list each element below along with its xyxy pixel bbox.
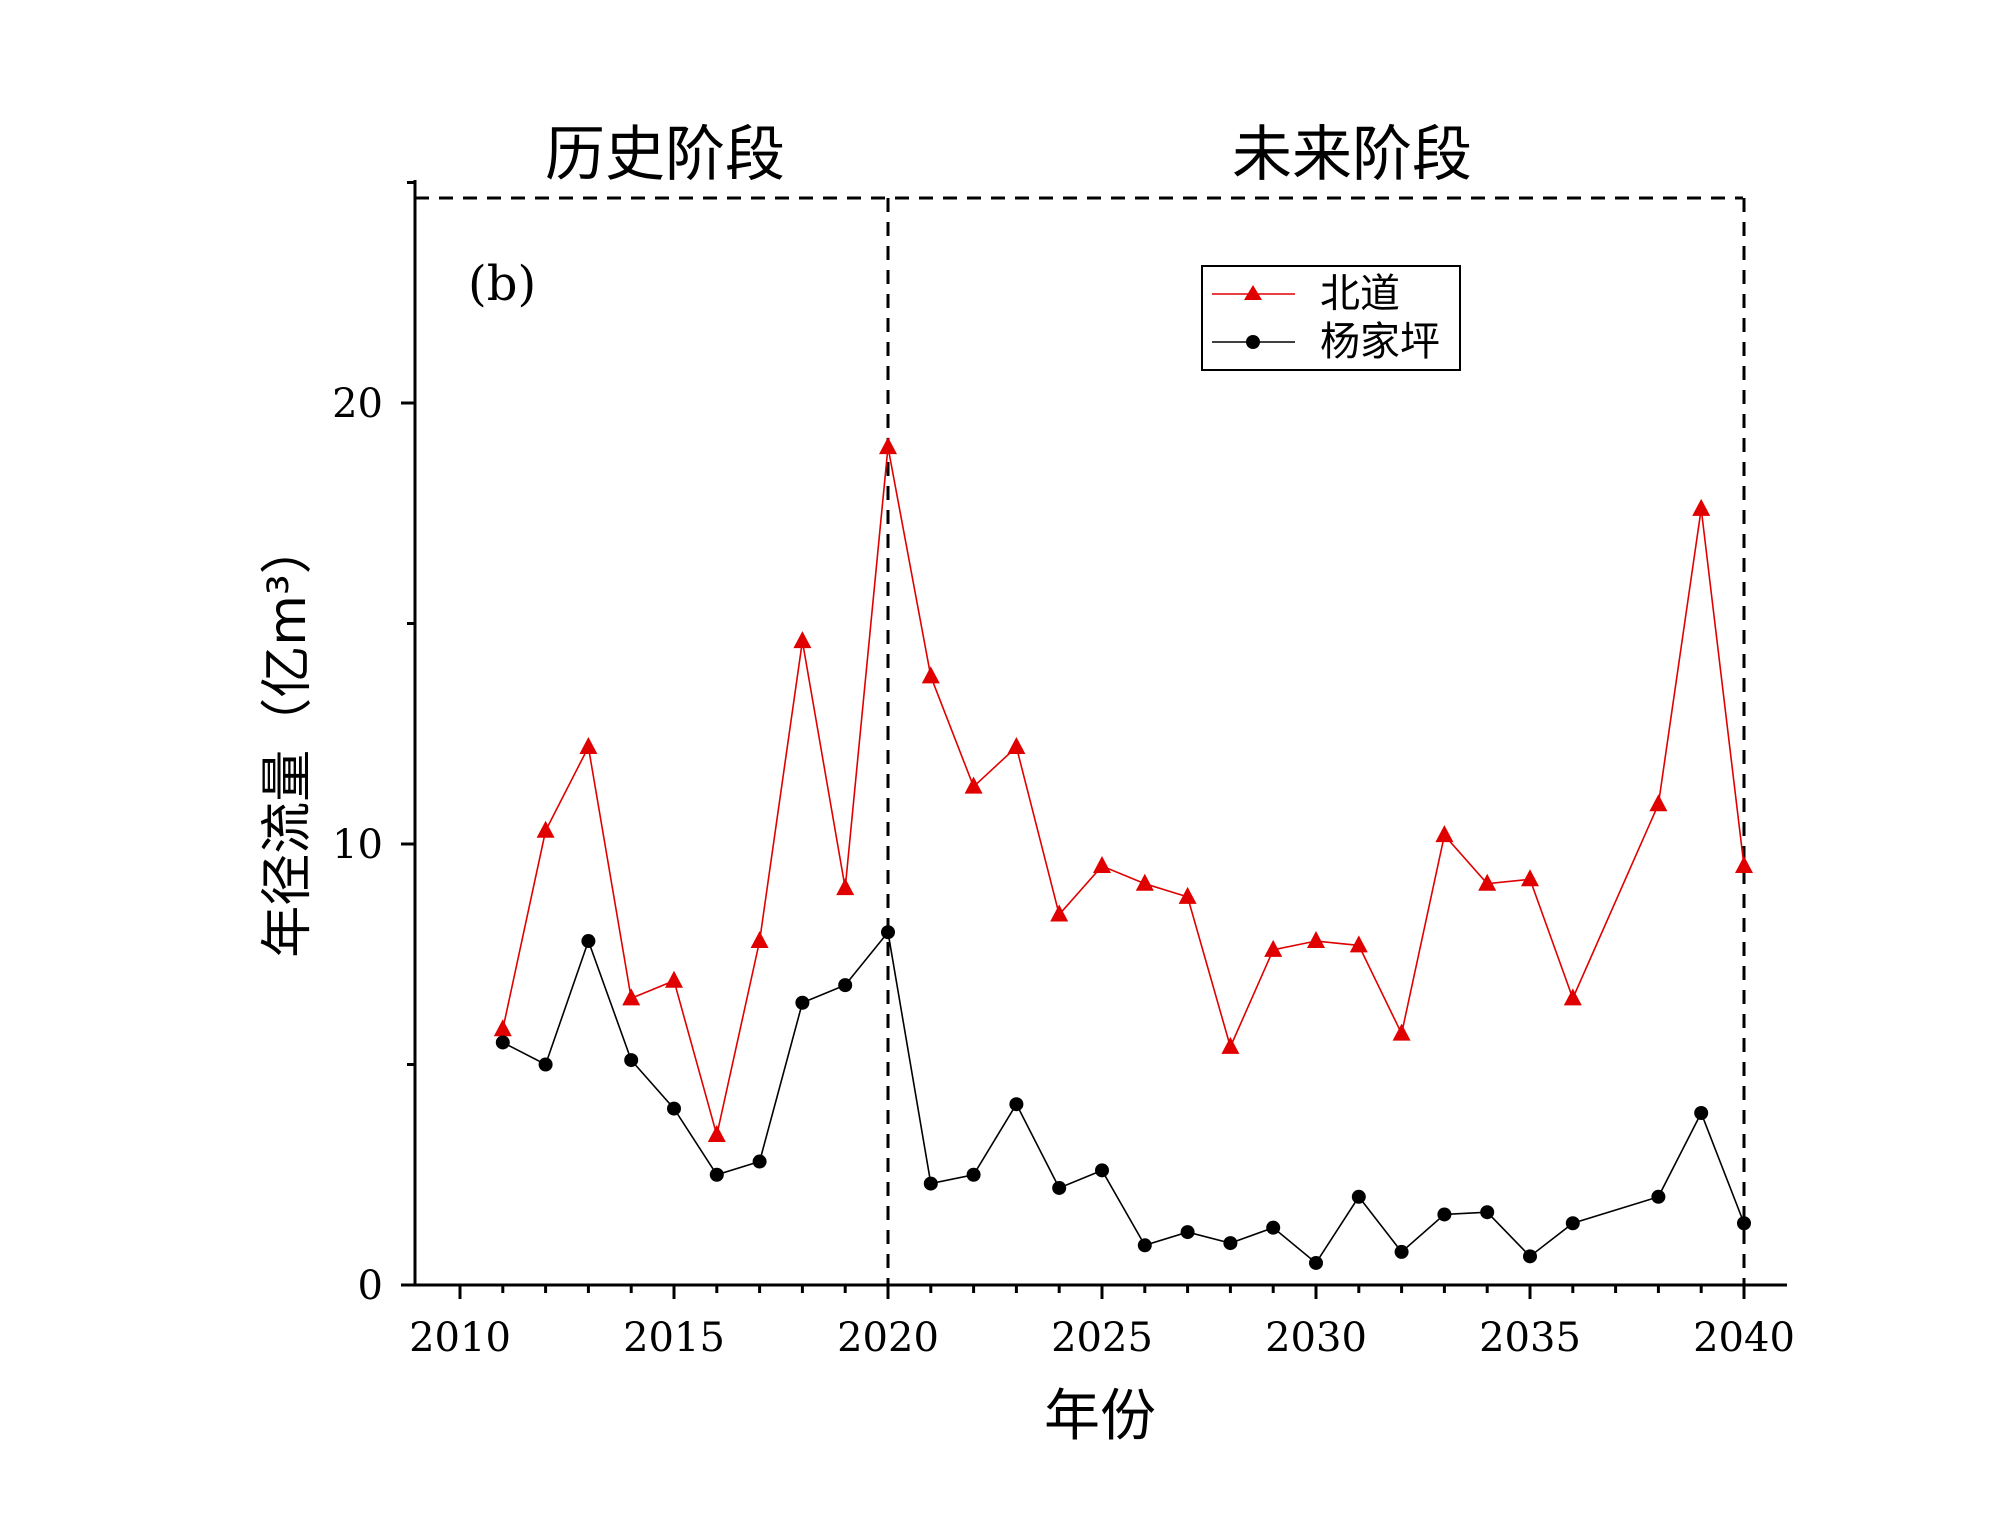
x-axis-title: 年份 (1044, 1384, 1156, 1449)
point-yangjiaping-2019 (838, 978, 853, 993)
point-yangjiaping-2015 (667, 1101, 681, 1116)
point-yangjiaping-2017 (752, 1154, 767, 1169)
point-beidao-2012 (536, 820, 555, 838)
phase-label-future: 未来阶段 (1232, 120, 1472, 190)
y-axis-title: 年径流量（亿m³） (258, 522, 318, 958)
point-yangjiaping-2028 (1223, 1236, 1238, 1251)
x-tick-label: 2020 (837, 1315, 939, 1361)
point-beidao-2016 (707, 1125, 726, 1143)
legend-marker-yangjiaping (1246, 335, 1260, 349)
point-yangjiaping-2021 (923, 1176, 938, 1191)
point-beidao-2031 (1349, 935, 1368, 953)
point-yangjiaping-2023 (1009, 1097, 1024, 1112)
x-tick-label: 2030 (1265, 1315, 1367, 1361)
x-tick-label: 2035 (1479, 1315, 1581, 1361)
point-yangjiaping-2030 (1309, 1255, 1323, 1270)
point-yangjiaping-2033 (1437, 1207, 1452, 1222)
y-axis-ticks: 0 10 20 (332, 181, 415, 1309)
point-beidao-2040 (1735, 856, 1753, 874)
point-yangjiaping-2029 (1266, 1220, 1281, 1235)
legend-label-yangjiaping: 杨家坪 (1320, 319, 1440, 365)
legend: 北道 杨家坪 (1201, 265, 1461, 371)
point-yangjiaping-2013 (581, 934, 596, 949)
x-tick-label: 2040 (1693, 1315, 1795, 1361)
y-tick-label: 10 (332, 822, 383, 868)
y-tick-label: 20 (332, 381, 383, 427)
x-tick-label: 2025 (1051, 1315, 1153, 1361)
point-beidao-2020 (879, 437, 897, 455)
series-line-beidao (502, 446, 1745, 1136)
point-beidao-2019 (836, 878, 855, 896)
legend-marker-beidao (1244, 285, 1262, 300)
point-yangjiaping-2012 (538, 1057, 553, 1072)
point-yangjiaping-2020 (881, 925, 895, 940)
point-yangjiaping-2022 (966, 1167, 981, 1182)
x-tick-label: 2010 (409, 1315, 511, 1361)
point-yangjiaping-2011 (495, 1035, 510, 1050)
point-beidao-2032 (1392, 1023, 1411, 1041)
point-beidao-2022 (964, 776, 983, 794)
point-yangjiaping-2014 (624, 1053, 639, 1068)
series-layer (493, 437, 1753, 1270)
point-beidao-2035 (1521, 869, 1539, 887)
point-beidao-2036 (1563, 988, 1582, 1006)
point-yangjiaping-2031 (1351, 1189, 1366, 1204)
point-yangjiaping-2025 (1095, 1163, 1109, 1178)
x-tick-label: 2015 (623, 1315, 725, 1361)
point-beidao-2029 (1264, 939, 1283, 957)
point-beidao-2017 (750, 931, 769, 949)
point-yangjiaping-2040 (1737, 1216, 1751, 1231)
point-yangjiaping-2024 (1052, 1180, 1067, 1195)
legend-box (1201, 265, 1461, 371)
point-beidao-2013 (579, 736, 598, 754)
point-beidao-2026 (1135, 873, 1154, 891)
point-yangjiaping-2026 (1137, 1238, 1152, 1253)
x-axis-ticks: 2010 2015 2020 2025 2030 2035 2040 (409, 1285, 1795, 1361)
point-beidao-2038 (1649, 794, 1668, 812)
point-yangjiaping-2027 (1180, 1225, 1195, 1240)
point-beidao-2030 (1307, 931, 1325, 949)
point-yangjiaping-2018 (795, 995, 810, 1010)
point-beidao-2025 (1093, 856, 1111, 874)
point-beidao-2015 (665, 970, 683, 988)
y-tick-label: 0 (358, 1263, 383, 1309)
point-yangjiaping-2036 (1565, 1216, 1580, 1231)
point-yangjiaping-2032 (1394, 1244, 1409, 1259)
phase-label-history: 历史阶段 (545, 120, 785, 190)
point-yangjiaping-2038 (1651, 1189, 1666, 1204)
point-beidao-2033 (1435, 825, 1454, 843)
point-beidao-2023 (1007, 736, 1026, 754)
phase-frame (415, 196, 1746, 1285)
panel-label: (b) (468, 256, 536, 312)
point-beidao-2039 (1692, 498, 1711, 516)
point-yangjiaping-2039 (1694, 1106, 1709, 1121)
point-yangjiaping-2035 (1523, 1249, 1537, 1264)
point-beidao-2021 (921, 666, 940, 684)
point-beidao-2034 (1478, 873, 1497, 891)
series-line-yangjiaping (502, 930, 1745, 1265)
point-beidao-2027 (1178, 886, 1197, 904)
point-beidao-2014 (622, 988, 641, 1006)
legend-label-beidao: 北道 (1320, 271, 1400, 317)
point-beidao-2011 (493, 1019, 512, 1037)
point-beidao-2018 (793, 631, 812, 649)
point-yangjiaping-2016 (709, 1167, 724, 1182)
point-yangjiaping-2034 (1480, 1205, 1495, 1220)
point-beidao-2028 (1221, 1036, 1240, 1054)
point-beidao-2024 (1050, 904, 1069, 922)
